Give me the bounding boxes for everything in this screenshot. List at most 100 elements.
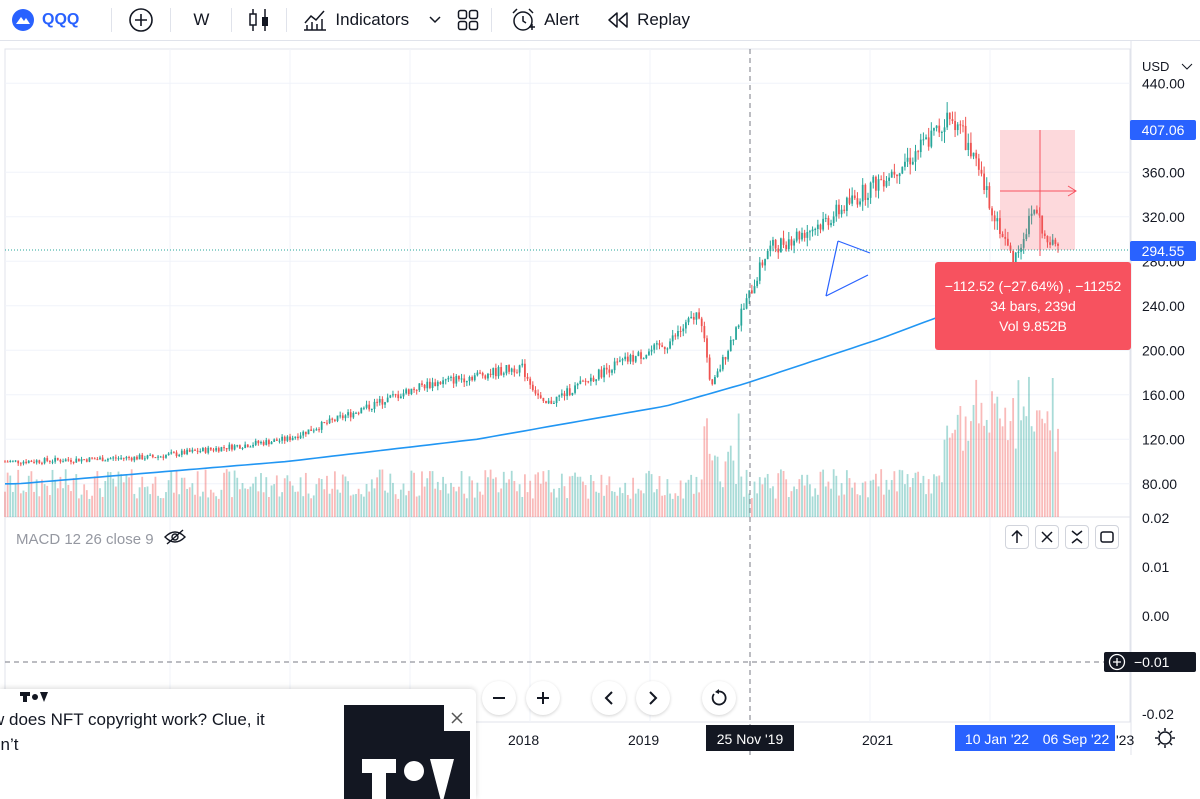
candle-body (779, 238, 782, 253)
volume-bar (112, 478, 115, 517)
interval-button[interactable]: W (171, 0, 231, 40)
volume-bar (17, 469, 20, 517)
volume-bar (872, 479, 875, 517)
symbol-search[interactable]: QQQ (0, 0, 89, 40)
volume-bar (951, 433, 954, 517)
macd-legend[interactable]: MACD 12 26 close 9 (16, 529, 186, 549)
candle-body (231, 444, 233, 450)
candle-body (262, 441, 265, 445)
candle-body (241, 447, 244, 449)
volume-bar (233, 470, 236, 517)
maximize-pane-button[interactable] (1095, 525, 1119, 549)
zoom-in-button[interactable] (526, 681, 560, 715)
candle-body (766, 250, 769, 260)
candle-body (481, 372, 484, 376)
candle-body (695, 312, 698, 320)
scroll-left-button[interactable] (592, 681, 626, 715)
volume-bar (460, 471, 463, 517)
candle-body (838, 204, 840, 215)
layout-button[interactable] (445, 0, 491, 40)
volume-bar (679, 480, 682, 517)
volume-bar (318, 478, 320, 517)
candle-body (972, 152, 975, 157)
candle-body (613, 361, 616, 371)
volume-bar (830, 488, 832, 517)
candle-body (77, 458, 80, 462)
candle-body (202, 447, 204, 452)
volume-bar (35, 479, 38, 517)
measure-range-area[interactable] (1000, 130, 1075, 250)
replay-button[interactable]: Replay (589, 0, 700, 40)
volume-bar (357, 488, 360, 517)
volume-bar (927, 479, 930, 517)
chart-navigation (482, 681, 736, 715)
chart-type-button[interactable] (232, 0, 286, 40)
candle-body (629, 354, 632, 362)
plus-circle-icon[interactable] (1108, 653, 1126, 671)
candle-body (621, 359, 624, 361)
ad-popup[interactable]: w does NFT copyright work? Clue, it sn’t (0, 689, 476, 799)
volume-bar (616, 495, 619, 517)
candle-body (283, 436, 286, 441)
indicators-dropdown[interactable] (419, 0, 445, 40)
candle-body (178, 454, 181, 457)
volume-bar (972, 404, 975, 517)
candle-body (772, 239, 774, 246)
volume-bar (407, 490, 410, 517)
zoom-out-button[interactable] (482, 681, 516, 715)
scroll-right-button[interactable] (636, 681, 670, 715)
candle-body (505, 365, 508, 374)
settings-gear-icon[interactable] (1155, 728, 1175, 748)
candle-body (835, 204, 838, 217)
volume-bar (51, 469, 54, 517)
candle-body (537, 393, 539, 396)
volume-bar (413, 472, 415, 517)
delete-pane-button[interactable] (1035, 525, 1059, 549)
volume-bar (980, 402, 983, 517)
candle-body (1033, 209, 1036, 214)
volume-bar (1017, 380, 1020, 517)
move-pane-up-button[interactable] (1005, 525, 1029, 549)
volume-bar (80, 494, 83, 517)
candle-body (428, 381, 431, 388)
volume-bar (677, 495, 679, 517)
chart-container[interactable]: USD 440.00 360.00 320.00 280.00 240.00 200.00… (0, 41, 1200, 799)
volume-bar (560, 473, 563, 517)
collapse-pane-button[interactable] (1065, 525, 1089, 549)
volume-bar (558, 487, 561, 517)
volume-bar (273, 484, 276, 517)
alert-button[interactable]: Alert (492, 0, 589, 40)
currency-chevron-icon[interactable] (1181, 63, 1193, 70)
compare-button[interactable] (112, 0, 170, 40)
candle-body (447, 377, 450, 380)
candle-body (450, 376, 452, 378)
volume-bar (91, 495, 93, 517)
candle-body (518, 365, 521, 373)
candle-body (827, 217, 830, 226)
candle-body (204, 447, 207, 453)
macd-tick-labels: 0.02 0.01 0.00 -0.02 (1142, 510, 1174, 722)
candle-body (394, 394, 397, 396)
volume-bar (721, 487, 724, 517)
volume-bar (542, 471, 545, 517)
candle-body (220, 447, 223, 452)
ad-close-button[interactable] (444, 705, 470, 731)
volume-bar (587, 498, 590, 517)
volume-bar (101, 496, 104, 517)
volume-bar (260, 473, 262, 517)
candle-body (180, 450, 183, 455)
volume-bar (278, 496, 281, 517)
price-chart[interactable]: USD 440.00360.00320.00280.00240.00200.00… (0, 41, 1200, 755)
currency-label[interactable]: USD (1142, 59, 1169, 74)
candle-body (975, 152, 978, 159)
ad-headline[interactable]: w does NFT copyright work? Clue, it sn’t (0, 707, 300, 757)
candle-body (349, 412, 352, 418)
reset-chart-button[interactable] (702, 681, 736, 715)
volume-bar (418, 495, 421, 517)
eye-off-icon[interactable] (163, 529, 186, 549)
indicators-button[interactable]: Indicators (287, 0, 419, 40)
chevron-right-icon (649, 691, 658, 705)
measure-arrow-icon (1067, 185, 1077, 197)
candle-body (529, 378, 532, 385)
volume-bar (843, 494, 846, 517)
